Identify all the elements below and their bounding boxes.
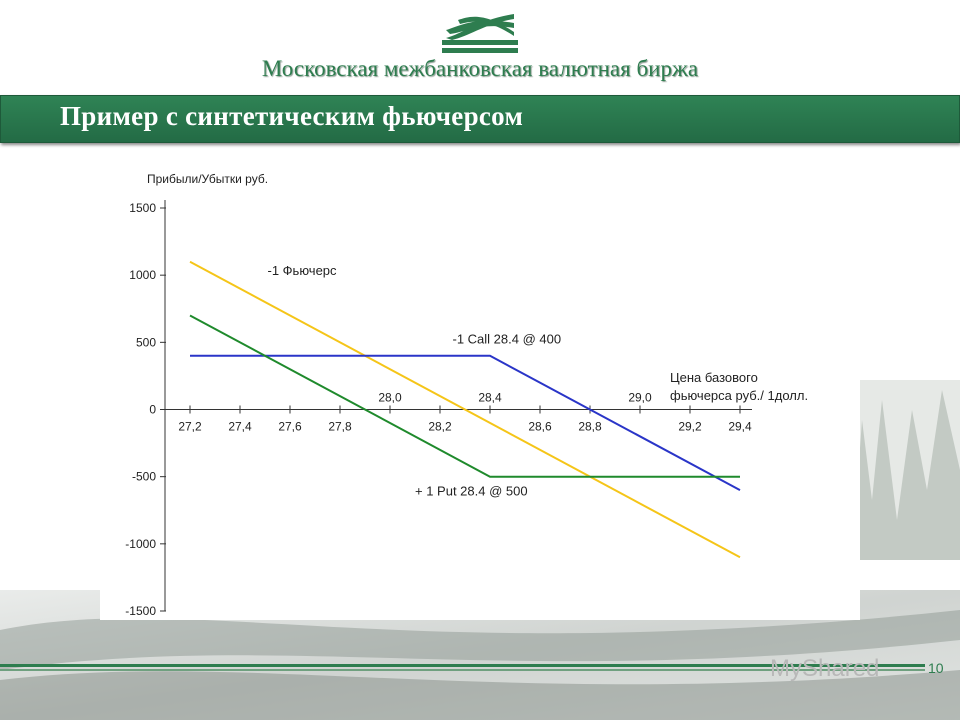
series-annotation-1: -1 Фьючерс: [268, 263, 338, 278]
watermark: MyShared: [770, 655, 880, 682]
x-tick-label: 29,4: [728, 420, 752, 434]
x-tick-label: 29,2: [678, 420, 702, 434]
x-tick-label: 28,2: [428, 420, 452, 434]
y-tick-label: 1000: [129, 268, 156, 282]
logo-wave: [458, 16, 514, 36]
x-tick-label: 28,0: [378, 391, 402, 405]
series-line-3: [189, 314, 740, 478]
y-tick-label: -500: [132, 470, 156, 484]
series-line-1: [189, 260, 741, 559]
series-annotation-3: + 1 Put 28.4 @ 500: [415, 483, 528, 498]
x-tick-label: 28,4: [478, 391, 502, 405]
slide-title: Пример с синтетическим фьючерсом: [60, 101, 524, 131]
axes: 1500 1000 500 0 -500 -1000 -1500 27,2 27,4 27,6 27…: [125, 200, 752, 618]
exchange-logo: [442, 14, 518, 53]
y-tick-label: -1500: [125, 604, 156, 618]
x-tick-label: 28,6: [528, 420, 552, 434]
footer-line: [0, 664, 925, 667]
y-tick-label: 0: [149, 403, 156, 417]
x-tick-label: 27,2: [178, 420, 202, 434]
payoff-chart: Прибыли/Убытки руб. 1500 1000 500 0 -500 -100…: [100, 150, 860, 620]
x-tick-label: 29,0: [628, 391, 652, 405]
series-line-2: [190, 354, 741, 491]
y-tick-label: 1500: [129, 201, 156, 215]
page-number: 10: [928, 660, 944, 676]
chart-background: [100, 150, 860, 620]
series-annotation-2: -1 Call 28.4 @ 400: [453, 332, 562, 347]
y-axis-label: Прибыли/Убытки руб.: [147, 172, 268, 186]
logo-stripe: [442, 48, 518, 53]
side-texture: [842, 380, 960, 560]
x-tick-label: 27,6: [278, 420, 302, 434]
footer-line-thin: [0, 669, 925, 671]
series-layer: [189, 260, 741, 559]
title-banner: [0, 95, 960, 143]
x-tick-label: 27,4: [228, 420, 252, 434]
x-tick-label: 28,8: [578, 420, 602, 434]
x-tick-label: 27,8: [328, 420, 352, 434]
x-axis-label-line1: Цена базового: [670, 370, 758, 385]
annotation-layer: -1 Фьючерс -1 Call 28.4 @ 400 + 1 Put 28.4…: [268, 263, 562, 498]
organization-name: Московская межбанковская валютная биржа: [261, 56, 699, 81]
logo-stripe: [442, 40, 518, 45]
y-tick-label: 500: [136, 335, 156, 349]
x-axis-label-line2: фьючерса руб./ 1долл.: [670, 388, 808, 403]
y-tick-label: -1000: [125, 537, 156, 551]
